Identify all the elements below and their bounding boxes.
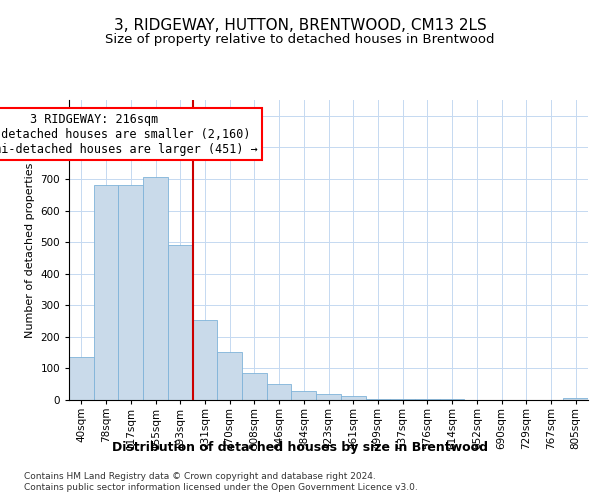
Bar (390, 398, 415, 400)
Bar (143, 178, 168, 400)
Bar (415, 399, 440, 400)
Text: 3 RIDGEWAY: 216sqm
← 83% of detached houses are smaller (2,160)
17% of semi-deta: 3 RIDGEWAY: 216sqm ← 83% of detached hou… (0, 112, 257, 156)
Bar (563, 398, 588, 400)
Bar (118, 186, 143, 400)
Bar (168, 246, 193, 400)
Bar (292, 391, 316, 400)
Bar (217, 352, 242, 400)
Bar (69, 358, 94, 400)
Y-axis label: Number of detached properties: Number of detached properties (25, 162, 35, 338)
Bar (94, 186, 118, 400)
Bar (193, 320, 217, 400)
Text: Size of property relative to detached houses in Brentwood: Size of property relative to detached ho… (105, 32, 495, 46)
Text: 3, RIDGEWAY, HUTTON, BRENTWOOD, CM13 2LS: 3, RIDGEWAY, HUTTON, BRENTWOOD, CM13 2LS (113, 18, 487, 32)
Bar (267, 384, 292, 400)
Text: Distribution of detached houses by size in Brentwood: Distribution of detached houses by size … (112, 441, 488, 454)
Bar (316, 394, 341, 400)
Bar (365, 398, 390, 400)
Bar (242, 372, 267, 400)
Bar (341, 396, 365, 400)
Text: Contains HM Land Registry data © Crown copyright and database right 2024.: Contains HM Land Registry data © Crown c… (24, 472, 376, 481)
Text: Contains public sector information licensed under the Open Government Licence v3: Contains public sector information licen… (24, 484, 418, 492)
